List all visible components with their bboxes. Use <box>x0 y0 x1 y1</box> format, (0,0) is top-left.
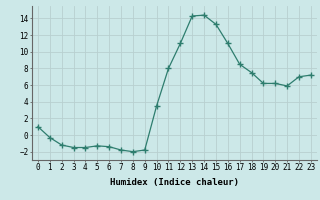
X-axis label: Humidex (Indice chaleur): Humidex (Indice chaleur) <box>110 178 239 187</box>
